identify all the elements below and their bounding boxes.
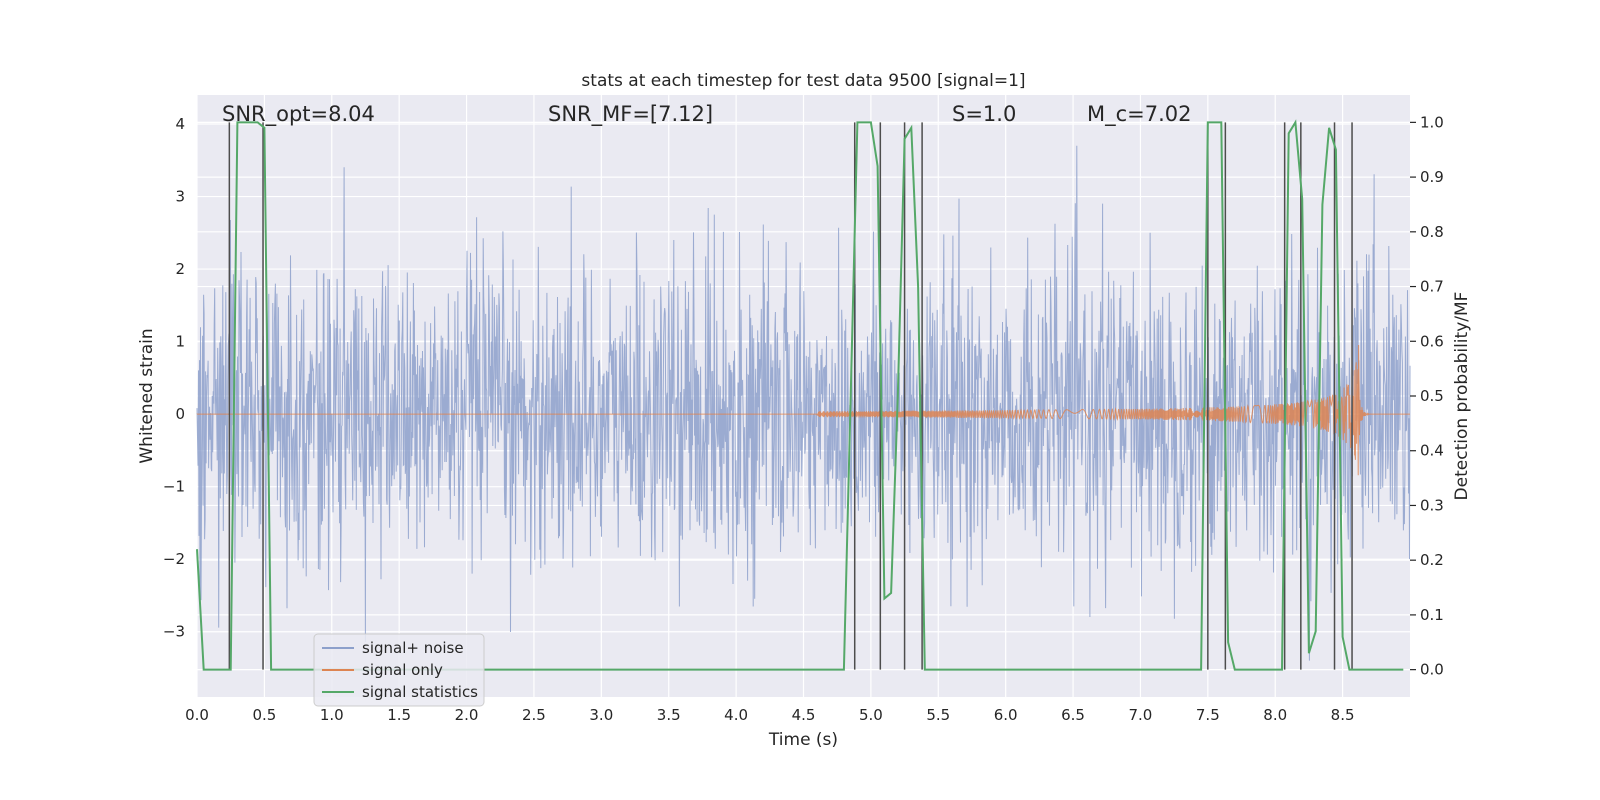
x-tick-label: 3.0 — [589, 706, 613, 724]
y-axis-label-right: Detection probability/MF — [1452, 292, 1472, 501]
x-axis: 0.0 0.5 1.0 1.5 2.0 2.5 3.0 3.5 4.0 4.5 5.0 5.5 6.0 6… — [185, 706, 1354, 724]
y-tick-label-right: 0.6 — [1420, 332, 1444, 350]
y-tick-label-left: 2 — [175, 260, 185, 278]
y-tick-label-left: 4 — [175, 115, 185, 133]
x-tick-label: 4.5 — [792, 706, 816, 724]
y-tick-label-right: 0.7 — [1420, 278, 1444, 296]
x-tick-label: 5.5 — [926, 706, 950, 724]
legend-label: signal+ noise — [362, 639, 464, 657]
y-tick-label-right: 0.4 — [1420, 442, 1444, 460]
x-tick-label: 2.5 — [522, 706, 546, 724]
x-tick-label: 8.5 — [1331, 706, 1355, 724]
x-tick-label: 3.5 — [657, 706, 681, 724]
x-tick-label: 6.5 — [1061, 706, 1085, 724]
x-tick-label: 8.0 — [1263, 706, 1287, 724]
y-axis-left: −3 −2 −1 0 1 2 3 4 — [163, 115, 185, 641]
y-tick-label-left: −2 — [163, 550, 185, 568]
y-axis-right: 0.0 0.1 0.2 0.3 0.4 0.5 0.6 0.7 0.8 0.9 1.0 — [1410, 113, 1444, 679]
annotation-s: S=1.0 — [952, 102, 1016, 126]
x-tick-label: 6.0 — [994, 706, 1018, 724]
x-tick-label: 7.0 — [1129, 706, 1153, 724]
x-tick-label: 0.5 — [252, 706, 276, 724]
x-tick-label: 0.0 — [185, 706, 209, 724]
y-axis-label-left: Whitened strain — [137, 328, 157, 463]
legend-label: signal only — [362, 661, 443, 679]
x-tick-label: 2.0 — [455, 706, 479, 724]
y-tick-label-right: 1.0 — [1420, 113, 1444, 131]
annotation-mc: M_c=7.02 — [1087, 102, 1192, 127]
y-tick-label-left: 3 — [175, 188, 185, 206]
statistics-trace — [196, 119, 1404, 671]
x-tick-label: 4.0 — [724, 706, 748, 724]
legend-label: signal statistics — [362, 683, 478, 701]
y-tick-label-right: 0.3 — [1420, 496, 1444, 514]
chart-title: stats at each timestep for test data 950… — [581, 71, 1025, 91]
y-tick-label-right: 0.5 — [1420, 387, 1444, 405]
y-tick-label-left: 0 — [175, 405, 185, 423]
legend: signal+ noise signal only signal statistic… — [313, 633, 485, 707]
y-tick-label-right: 0.0 — [1420, 661, 1444, 679]
y-tick-label-left: 1 — [175, 333, 185, 351]
y-tick-label-right: 0.2 — [1420, 551, 1444, 569]
x-tick-label: 1.5 — [387, 706, 411, 724]
y-tick-label-left: −1 — [163, 478, 185, 496]
x-tick-label: 7.5 — [1196, 706, 1220, 724]
y-tick-label-right: 0.8 — [1420, 223, 1444, 241]
series-signal-statistics — [196, 119, 1404, 671]
annotation-snr-opt: SNR_opt=8.04 — [222, 102, 375, 127]
y-tick-label-right: 0.1 — [1420, 606, 1444, 624]
y-tick-label-left: −3 — [163, 623, 185, 641]
annotation-snr-mf: SNR_MF=[7.12] — [548, 102, 713, 127]
annotations: SNR_opt=8.04 SNR_MF=[7.12] S=1.0 M_c=7.0… — [222, 102, 1192, 127]
legend-box — [313, 633, 485, 707]
x-tick-label: 5.0 — [859, 706, 883, 724]
x-axis-label: Time (s) — [768, 730, 838, 750]
y-tick-label-right: 0.9 — [1420, 168, 1444, 186]
x-tick-label: 1.0 — [320, 706, 344, 724]
